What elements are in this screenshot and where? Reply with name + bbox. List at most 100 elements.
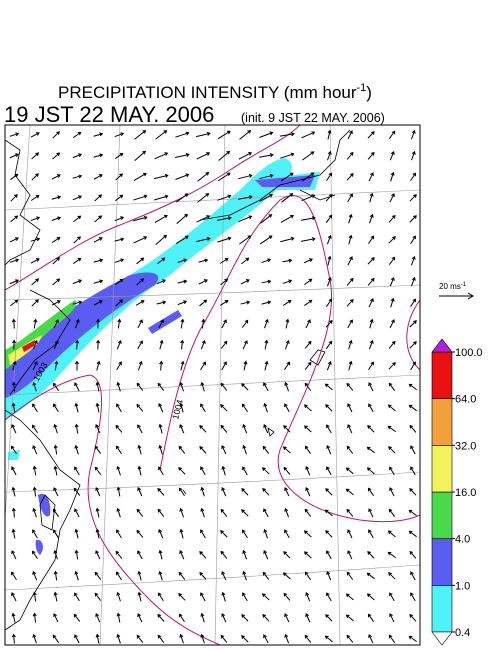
wind-arrow [366,467,375,475]
wind-arrow [11,612,16,623]
wind-arrow [368,634,374,644]
wind-arrow [283,592,291,601]
wind-arrow [263,508,269,518]
wind-arrow [53,570,58,581]
wind-arrow [410,445,416,455]
wind-arrow [73,487,81,496]
wind-arrow [136,278,145,286]
wind-arrow [30,258,40,264]
wind-arrow [219,300,229,306]
wind-arrow [388,382,396,391]
init-time: (init. 9 JST 22 MAY. 2006) [241,111,385,125]
wind-arrow [9,258,20,263]
wind-arrow [95,507,100,518]
wind-arrow [32,465,37,476]
wind-arrow [179,633,184,644]
wind-arrow [116,339,122,350]
wind-arrow [304,382,312,391]
wind-arrow [220,530,228,538]
wind-arrow [390,171,395,182]
wind-arrow [301,172,315,182]
wind-arrow [369,318,374,329]
wind-arrow [346,172,354,181]
wind-arrow [348,339,353,350]
colorbar-tick-label: 100.0 [455,347,483,359]
colorbar-band [431,445,453,493]
wind-arrow [137,487,143,497]
colorbar-tick-label: 4.0 [455,534,470,546]
wind-arrow [30,194,40,201]
wind-arrow [11,381,16,392]
wind-arrow [53,319,59,329]
wind-arrow [304,634,312,643]
longitude-line [5,125,341,645]
colorbar-tick-label: 1.0 [455,580,470,592]
wind-arrow [285,318,290,329]
wind-arrow [11,466,17,476]
wind-arrow [264,360,269,371]
wind-arrow [53,340,59,350]
wind-arrow [325,193,333,202]
wind-arrow [220,424,228,433]
wind-arrow [114,152,124,159]
wind-arrow [93,174,103,180]
wind-arrow [238,152,253,160]
wind-arrow [389,319,395,329]
wind-arrow [283,551,291,559]
wind-arrow [263,550,269,560]
wind-arrow [347,403,353,413]
wind-arrow [305,487,311,497]
wind-arrow [241,488,249,496]
wind-arrow [31,299,39,307]
wind-arrow [346,151,354,160]
wind-arrow [346,445,354,454]
precip-cyan [5,158,293,420]
wind-arrow [304,551,312,559]
wind-arrow [51,300,61,306]
wind-arrow [217,194,232,201]
wind-arrow [158,570,163,581]
wind-arrow [409,215,417,223]
wind-arrow [74,634,80,644]
wind-arrow [95,402,100,413]
wind-arrow [263,528,268,539]
wind-arrow [93,258,104,263]
wind-arrow [197,193,210,203]
wind-arrow [368,361,375,371]
wind-arrow [284,633,290,644]
wind-arrow [221,319,227,329]
wind-arrow [303,530,312,538]
wind-arrow [409,341,417,349]
wind-arrow [52,634,60,643]
wind-arrow [11,486,16,497]
wind-arrow [116,571,122,581]
wind-arrow [327,129,332,140]
wind-arrow [326,424,332,434]
wind-arrow [368,339,374,350]
wind-arrow [93,279,104,284]
wind-arrow [409,194,417,202]
wind-arrow [389,276,395,287]
wind-arrow [410,235,416,245]
wind-arrow [303,404,312,412]
wind-arrow [116,486,121,497]
wind-arrow [305,465,311,476]
wind-arrow [347,256,353,266]
wind-arrow [175,173,190,180]
wind-arrow [261,279,272,284]
wind-arrow [259,173,274,180]
wind-arrow [32,403,38,413]
wind-arrow [327,255,332,266]
wind-arrow [242,592,248,602]
wind-arrow [136,529,144,538]
wind-arrow [114,258,125,264]
wind-arrow [347,319,353,329]
wind-arrow [242,423,248,434]
title: PRECIPITATION INTENSITY (mm hour-1) [58,82,372,102]
wind-arrow [53,465,58,476]
wind-arrow [31,152,40,160]
wind-arrow [242,340,248,350]
wind-arrow [410,361,416,371]
wind-arrow [218,150,231,161]
wind-arrow [157,487,165,496]
